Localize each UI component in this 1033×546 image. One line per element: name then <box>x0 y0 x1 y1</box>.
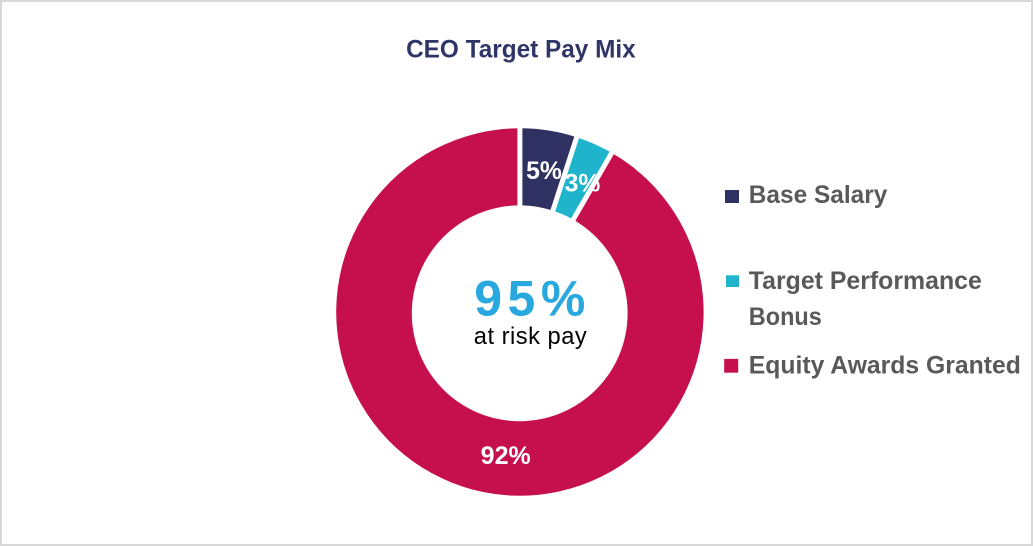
svg-text:Base Salary: Base Salary <box>749 181 888 209</box>
svg-text:Target Performance: Target Performance <box>749 267 982 295</box>
svg-text:3%: 3% <box>565 170 601 197</box>
svg-text:95%: 95% <box>474 271 591 327</box>
svg-text:92%: 92% <box>481 442 531 470</box>
svg-text:Bonus: Bonus <box>749 303 822 331</box>
svg-text:CEO Target Pay Mix: CEO Target Pay Mix <box>406 35 636 63</box>
svg-text:Equity Awards Granted: Equity Awards Granted <box>749 352 1021 380</box>
svg-text:5%: 5% <box>526 158 562 185</box>
svg-text:at risk pay: at risk pay <box>474 324 587 350</box>
